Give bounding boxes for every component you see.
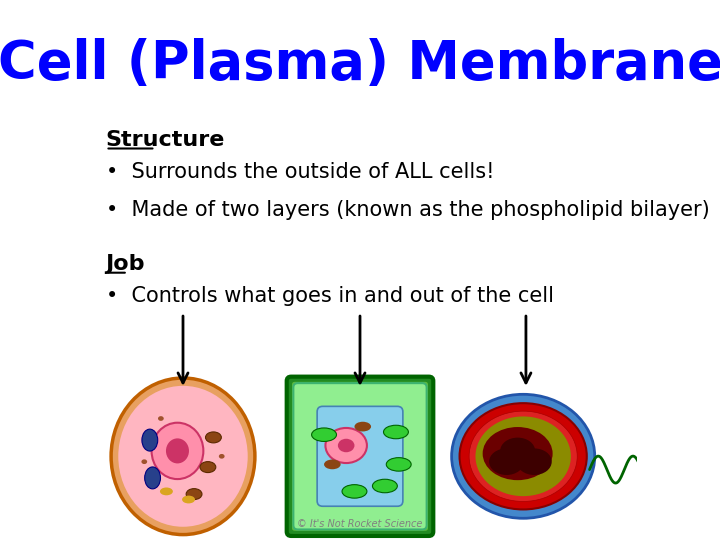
Ellipse shape <box>145 467 161 489</box>
Ellipse shape <box>517 448 552 475</box>
Ellipse shape <box>338 438 354 453</box>
Ellipse shape <box>219 454 225 458</box>
Ellipse shape <box>118 386 248 527</box>
FancyBboxPatch shape <box>293 383 427 529</box>
Ellipse shape <box>459 403 587 509</box>
Ellipse shape <box>200 462 216 472</box>
Ellipse shape <box>325 428 367 463</box>
Text: Structure: Structure <box>106 130 225 150</box>
FancyBboxPatch shape <box>291 380 429 532</box>
Ellipse shape <box>166 438 189 463</box>
Ellipse shape <box>386 457 411 471</box>
Ellipse shape <box>354 422 371 431</box>
Text: Job: Job <box>106 254 145 274</box>
Ellipse shape <box>312 428 336 442</box>
Ellipse shape <box>142 429 158 451</box>
Ellipse shape <box>475 416 571 496</box>
Ellipse shape <box>141 460 147 464</box>
Ellipse shape <box>469 411 577 502</box>
Ellipse shape <box>500 437 535 464</box>
Text: •  Controls what goes in and out of the cell: • Controls what goes in and out of the c… <box>106 286 554 306</box>
Text: •  Made of two layers (known as the phospholipid bilayer): • Made of two layers (known as the phosp… <box>106 200 709 220</box>
Ellipse shape <box>186 489 202 500</box>
Ellipse shape <box>158 416 163 421</box>
Ellipse shape <box>451 394 595 518</box>
Ellipse shape <box>482 427 553 480</box>
Ellipse shape <box>489 448 524 475</box>
Ellipse shape <box>372 480 397 492</box>
Ellipse shape <box>479 419 567 494</box>
Ellipse shape <box>111 378 255 535</box>
Ellipse shape <box>205 432 221 443</box>
Ellipse shape <box>342 485 367 498</box>
FancyBboxPatch shape <box>317 406 403 507</box>
Ellipse shape <box>160 488 173 495</box>
Ellipse shape <box>152 423 203 479</box>
FancyBboxPatch shape <box>287 377 433 536</box>
Ellipse shape <box>182 496 195 503</box>
Ellipse shape <box>384 426 408 438</box>
Ellipse shape <box>324 460 341 469</box>
Text: •  Surrounds the outside of ALL cells!: • Surrounds the outside of ALL cells! <box>106 162 494 182</box>
Text: © It's Not Rocket Science: © It's Not Rocket Science <box>297 519 423 529</box>
Text: Cell (Plasma) Membrane: Cell (Plasma) Membrane <box>0 38 720 90</box>
